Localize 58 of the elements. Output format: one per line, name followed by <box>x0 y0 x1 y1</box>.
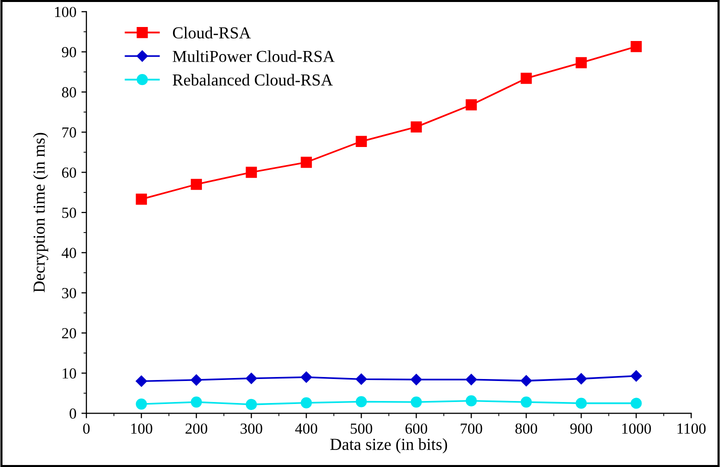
x-tick-label: 1100 <box>678 423 706 434</box>
point <box>576 57 587 68</box>
point <box>356 374 367 385</box>
legend-label: Cloud-RSA <box>172 26 251 39</box>
point <box>576 373 587 384</box>
y-tick-label: 60 <box>62 167 76 178</box>
y-tick-label: 0 <box>70 408 76 419</box>
x-tick-label: 500 <box>350 423 372 434</box>
x-tick-label: 100 <box>131 423 152 434</box>
point <box>410 396 422 408</box>
point <box>630 398 642 409</box>
point <box>466 395 477 406</box>
x-tick-label: 1000 <box>622 423 651 434</box>
point <box>136 194 147 205</box>
y-tick-label: 100 <box>55 6 76 18</box>
x-tick-label: 300 <box>240 423 262 434</box>
y-tick-label: 80 <box>62 87 76 98</box>
x-tick-label: 900 <box>570 423 592 434</box>
x-tick-label: 600 <box>405 423 428 434</box>
x-tick-label: 400 <box>295 423 318 434</box>
point <box>630 41 642 52</box>
point <box>356 136 367 147</box>
point <box>300 372 312 383</box>
point <box>466 374 477 386</box>
point <box>520 72 532 84</box>
point <box>410 374 422 386</box>
y-tick-label: 10 <box>62 368 76 379</box>
point <box>300 397 312 408</box>
x-tick-label: 700 <box>460 423 482 434</box>
point <box>136 376 147 387</box>
y-tick-label: 50 <box>62 208 76 218</box>
point <box>410 121 422 132</box>
y-axis-title: Decryption time (in ms) <box>33 132 48 292</box>
legend-label: Rebalanced Cloud-RSA <box>172 74 333 86</box>
point <box>246 372 257 384</box>
x-tick-label: 200 <box>186 423 208 434</box>
point <box>300 156 312 168</box>
point <box>246 398 257 410</box>
point <box>246 166 257 178</box>
x-tick-label: 0 <box>83 423 90 434</box>
point <box>356 396 367 408</box>
y-tick-label: 30 <box>62 288 76 298</box>
point <box>190 374 202 386</box>
x-axis-title: Data size (in bits) <box>330 438 448 454</box>
point <box>190 178 202 190</box>
point <box>630 370 642 382</box>
point <box>520 396 532 408</box>
y-tick-label: 90 <box>62 46 76 58</box>
legend-label: MultiPower Cloud-RSA <box>172 50 335 62</box>
point <box>576 398 587 409</box>
x-tick-label: 800 <box>515 423 538 434</box>
y-tick-label: 70 <box>62 127 76 138</box>
y-tick-label: 20 <box>62 328 76 338</box>
point <box>466 99 477 110</box>
y-tick-label: 40 <box>62 248 76 258</box>
point <box>190 396 202 408</box>
point <box>520 375 532 386</box>
point <box>136 398 147 410</box>
